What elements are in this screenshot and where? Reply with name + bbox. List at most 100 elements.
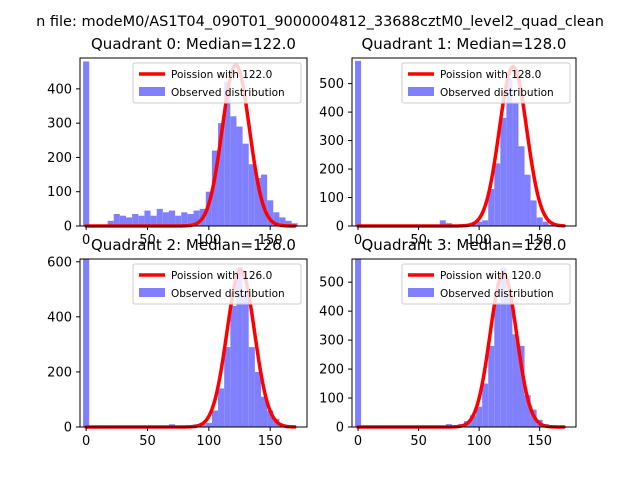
hist-bar bbox=[494, 302, 501, 427]
hist-bar bbox=[107, 220, 114, 226]
legend-poisson-label: Poission with 120.0 bbox=[440, 270, 541, 282]
hist-bar bbox=[156, 208, 163, 226]
x-tick-label: 100 bbox=[196, 434, 221, 449]
hist-bar bbox=[488, 345, 495, 427]
hist-bar bbox=[279, 217, 286, 226]
hist-bar bbox=[355, 259, 362, 427]
legend-observed-swatch bbox=[139, 288, 165, 297]
hist-bar bbox=[248, 164, 255, 226]
x-tick-label: 0 bbox=[82, 434, 90, 449]
subplot-0: 0 50 100 150 0 100 200 300 400 Quadrant 0: Median… bbox=[47, 35, 308, 248]
y-tick-label: 300 bbox=[319, 334, 344, 349]
hist-bar bbox=[494, 163, 501, 226]
hist-bar bbox=[175, 215, 182, 226]
x-tick-label: 0 bbox=[82, 233, 90, 248]
y-tick-label: 400 bbox=[319, 106, 344, 121]
hist-bar bbox=[224, 347, 231, 427]
subplot-2: 0 50 100 150 0 200 400 600 Quadrant 2: Median=12… bbox=[47, 236, 308, 449]
hist-bar bbox=[500, 117, 507, 226]
legend-box bbox=[401, 263, 571, 305]
y-tick-label: 400 bbox=[47, 310, 72, 325]
legend-observed-label: Observed distribution bbox=[171, 288, 285, 300]
legend: Poission with 126.0 Observed distribution bbox=[132, 263, 302, 305]
x-tick-label: 100 bbox=[196, 233, 221, 248]
hist-bar bbox=[162, 212, 169, 226]
hist-bar bbox=[482, 220, 489, 226]
y-tick-label: 200 bbox=[47, 151, 72, 166]
x-tick-label: 50 bbox=[410, 434, 427, 449]
hist-bar bbox=[218, 388, 225, 427]
hist-bar bbox=[548, 224, 555, 226]
hist-bar bbox=[248, 347, 255, 427]
legend-observed-swatch bbox=[139, 87, 165, 96]
subplot-title: Quadrant 0: Median=122.0 bbox=[91, 35, 296, 53]
legend: Poission with 122.0 Observed distribution bbox=[132, 62, 302, 104]
hist-bar bbox=[150, 215, 157, 226]
hist-bar bbox=[267, 410, 274, 427]
hist-bar bbox=[83, 61, 90, 227]
x-tick-label: 0 bbox=[354, 434, 362, 449]
legend-observed-label: Observed distribution bbox=[440, 87, 554, 99]
hist-bar bbox=[476, 406, 483, 427]
x-tick-label: 50 bbox=[139, 233, 156, 248]
hist-bar bbox=[518, 345, 525, 427]
axes-frame bbox=[351, 57, 577, 227]
x-tick-label: 150 bbox=[527, 434, 552, 449]
hist-bar bbox=[126, 217, 133, 226]
x-tick-label: 50 bbox=[410, 233, 427, 248]
hist-bar bbox=[193, 210, 200, 226]
hist-bar bbox=[187, 214, 194, 226]
hist-bar bbox=[254, 371, 261, 427]
hist-bar bbox=[260, 174, 268, 226]
hist-bar bbox=[512, 103, 519, 226]
axes-frame bbox=[79, 57, 308, 227]
y-tick-label: 100 bbox=[319, 191, 344, 206]
legend-observed-swatch bbox=[408, 87, 434, 96]
y-tick-label: 0 bbox=[64, 220, 72, 235]
hist-bar bbox=[254, 178, 261, 226]
y-tick-label: 500 bbox=[319, 77, 344, 92]
hist-bar bbox=[536, 217, 543, 226]
legend-poisson-label: Poission with 128.0 bbox=[440, 69, 541, 81]
hist-bar bbox=[144, 210, 151, 226]
hist-bar bbox=[218, 123, 225, 226]
y-tick-label: 400 bbox=[47, 82, 72, 97]
x-tick-label: 100 bbox=[467, 233, 492, 248]
hist-bar bbox=[113, 214, 120, 226]
hist-bar bbox=[132, 214, 139, 226]
hist-bar bbox=[285, 220, 292, 226]
hist-bar bbox=[524, 395, 531, 427]
hist-bar bbox=[119, 215, 127, 226]
hist-bar bbox=[518, 146, 525, 226]
y-tick-label: 200 bbox=[47, 365, 72, 380]
legend-poisson-label: Poission with 122.0 bbox=[171, 69, 272, 81]
hist-bar bbox=[506, 296, 513, 427]
hist-bar bbox=[273, 212, 280, 226]
legend-observed-label: Observed distribution bbox=[440, 288, 554, 300]
hist-bar bbox=[482, 383, 489, 427]
y-tick-label: 0 bbox=[64, 421, 72, 436]
y-tick-label: 0 bbox=[336, 220, 344, 235]
subplot-title: Quadrant 2: Median=126.0 bbox=[91, 236, 296, 254]
hist-bar bbox=[476, 221, 483, 226]
x-tick-label: 150 bbox=[258, 233, 283, 248]
hist-bar bbox=[236, 267, 243, 427]
hist-bar bbox=[168, 210, 176, 226]
y-tick-label: 300 bbox=[47, 117, 72, 132]
hist-bar bbox=[205, 422, 212, 427]
axes-frame bbox=[351, 258, 577, 428]
legend: Poission with 120.0 Observed distribution bbox=[401, 263, 571, 305]
y-tick-label: 400 bbox=[319, 305, 344, 320]
x-tick-label: 150 bbox=[258, 434, 283, 449]
figure-suptitle: n file: modeM0/AS1T04_090T01_9000004812_… bbox=[36, 14, 604, 30]
x-tick-label: 100 bbox=[467, 434, 492, 449]
y-tick-label: 100 bbox=[319, 392, 344, 407]
hist-bar bbox=[439, 220, 446, 226]
legend-box bbox=[132, 62, 302, 104]
hist-bar bbox=[500, 267, 507, 427]
legend-observed-swatch bbox=[408, 288, 434, 297]
hist-bar bbox=[506, 77, 513, 227]
